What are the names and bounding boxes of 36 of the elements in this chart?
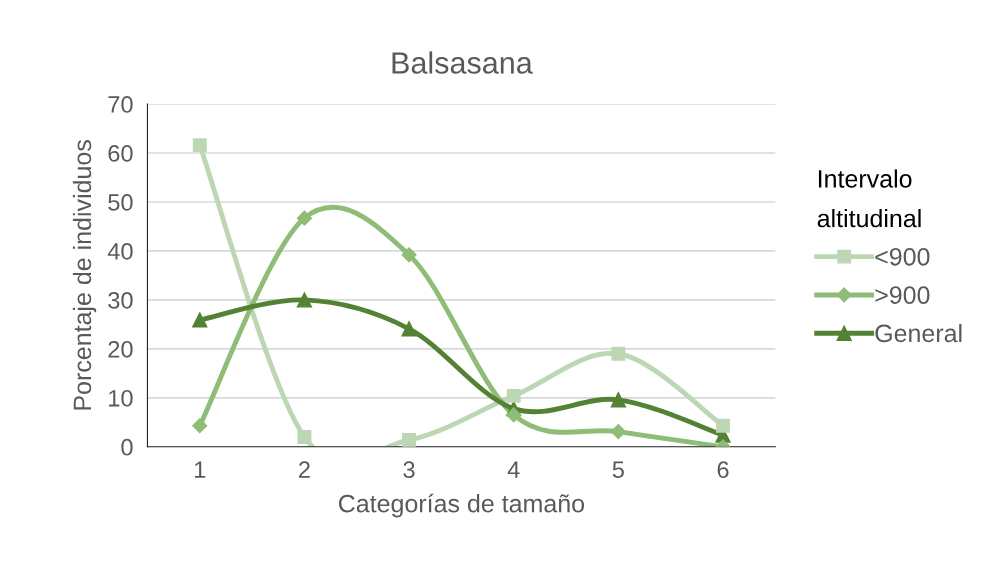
point [610, 392, 626, 408]
x-tick-label: 1 [195, 461, 206, 478]
point [401, 247, 417, 263]
point [296, 292, 313, 308]
legend-label: <900 [875, 247, 930, 266]
point [297, 430, 312, 444]
legend-label: General [875, 323, 962, 343]
x-tick-label: 3 [403, 461, 415, 479]
point [401, 321, 417, 337]
legend-title: Intervalo altitudinal [817, 169, 921, 228]
point [402, 432, 417, 447]
point [506, 407, 522, 423]
point [716, 418, 730, 433]
x-tick-label: 2 [299, 461, 310, 478]
y-tick-label: 0 [121, 438, 133, 456]
point [192, 138, 207, 153]
y-tick-label: 70 [108, 96, 133, 113]
y-tick-label: 60 [108, 145, 133, 162]
y-axis-title: Porcentaje de individuos [72, 140, 97, 410]
point [506, 388, 521, 403]
x-tick-label: 4 [507, 461, 520, 478]
y-tick-label: 50 [108, 194, 133, 211]
y-tick-label: 30 [108, 291, 133, 309]
x-axis-title: Categorías de tamaño [338, 493, 585, 518]
y-tick-label: 10 [109, 389, 133, 407]
point [611, 346, 626, 361]
y-tick-label: 40 [107, 243, 133, 260]
point [610, 424, 626, 440]
legend-label: >900 [875, 286, 930, 304]
point [192, 312, 208, 328]
x-tick-label: 5 [612, 461, 624, 479]
point [296, 210, 312, 226]
point [192, 418, 208, 434]
y-tick-label: 20 [108, 340, 133, 358]
x-tick-label: 6 [717, 461, 729, 479]
chart-title: Balsasana [392, 51, 533, 74]
